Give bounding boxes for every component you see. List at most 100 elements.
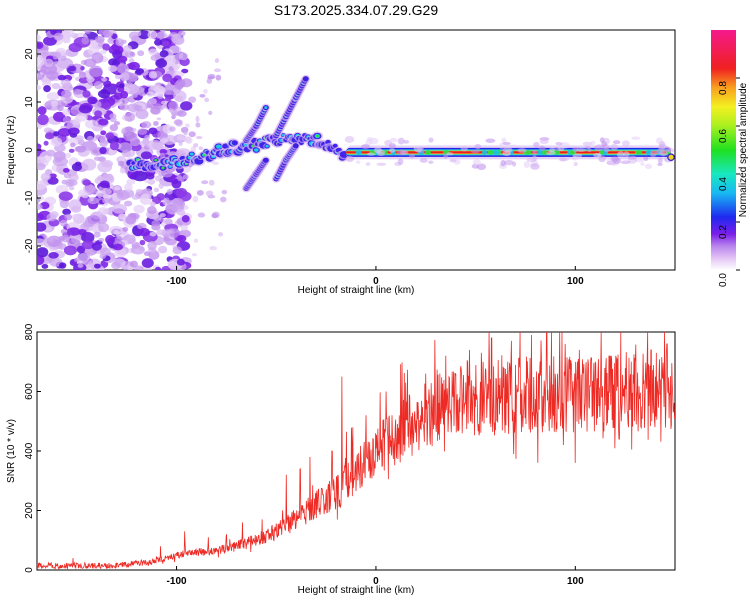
noise-blob (108, 148, 117, 156)
noise-blob (107, 65, 118, 72)
signal-core (231, 140, 238, 146)
noise-blob (118, 83, 125, 89)
noise-blob (148, 98, 157, 105)
noise-blob (215, 74, 222, 81)
steady-haze (555, 142, 563, 146)
noise-blob (46, 92, 60, 101)
noise-blob (102, 43, 110, 51)
spectrogram-marks (37, 30, 675, 270)
steady-haze (644, 163, 653, 170)
noise-blob (154, 266, 162, 270)
noise-blob (99, 139, 108, 148)
steady-haze (419, 157, 428, 163)
noise-blob (147, 30, 158, 40)
noise-blob (49, 257, 63, 267)
noise-blob (82, 90, 91, 98)
line-end-marker (667, 153, 675, 162)
steady-haze (655, 137, 663, 145)
noise-blob (97, 193, 102, 198)
noise-blob (180, 224, 188, 231)
noise-blob (70, 107, 80, 116)
steady-haze (428, 160, 434, 164)
noise-blob (75, 145, 87, 153)
noise-blob (62, 208, 72, 216)
colorbar-tick-label: 0.8 (718, 81, 729, 95)
noise-blob (118, 142, 133, 152)
steady-haze (587, 148, 592, 153)
steady-haze (572, 146, 579, 153)
noise-blob (37, 203, 43, 210)
noise-blob (109, 124, 119, 132)
noise-blob (137, 50, 145, 57)
steady-haze (601, 141, 607, 147)
noise-blob (58, 235, 66, 241)
noise-blob (72, 88, 82, 95)
noise-blob (64, 213, 73, 221)
noise-blob (180, 101, 193, 111)
noise-blob (68, 148, 75, 153)
steady-haze (502, 141, 511, 146)
noise-blob (203, 88, 208, 94)
noise-blob (214, 58, 220, 63)
noise-blob (86, 76, 95, 83)
noise-blob (152, 214, 162, 221)
steady-haze (643, 156, 649, 161)
noise-blob (94, 35, 105, 44)
signal-core (332, 143, 338, 148)
signal-peak (154, 158, 158, 162)
noise-blob (188, 96, 197, 103)
noise-blob (101, 159, 114, 168)
steady-haze (539, 139, 549, 145)
colorbar-tick-label: 0.0 (718, 273, 729, 287)
noise-blob (160, 30, 166, 33)
noise-blob (176, 174, 182, 182)
noise-blob (67, 179, 78, 187)
noise-blob (94, 81, 103, 90)
steady-haze (610, 143, 619, 151)
steady-haze (598, 155, 606, 163)
colorbar-gradient (711, 30, 736, 270)
noise-blob (83, 58, 97, 67)
noise-blob (50, 137, 63, 147)
noise-blob (105, 132, 115, 140)
signal-peak (315, 134, 319, 138)
noise-blob (161, 137, 169, 143)
noise-blob (62, 37, 71, 44)
noise-blob (166, 188, 173, 195)
noise-blob (40, 63, 58, 75)
noise-blob (182, 174, 189, 180)
noise-blob (181, 214, 190, 223)
noise-blob (178, 141, 183, 146)
y-tick-label: 600 (24, 383, 35, 400)
noise-blob (111, 262, 122, 270)
x-tick-label: 100 (567, 576, 584, 587)
noise-blob (93, 231, 101, 238)
steady-haze (576, 147, 586, 152)
steady-haze (403, 140, 410, 144)
noise-blob (124, 112, 136, 122)
y-tick-label: -20 (24, 238, 35, 253)
steady-haze (470, 149, 480, 154)
steady-speck (481, 150, 488, 155)
noise-blob (153, 187, 160, 193)
noise-blob (145, 172, 155, 180)
steady-haze (612, 140, 621, 145)
noise-blob (154, 103, 162, 110)
noise-blob (37, 34, 42, 42)
steady-haze (345, 155, 355, 162)
x-tick-label: 0 (373, 576, 379, 587)
steady-haze (397, 158, 404, 166)
noise-blob (59, 199, 70, 209)
noise-blob (57, 104, 64, 112)
noise-blob (61, 179, 68, 185)
noise-blob (197, 212, 206, 218)
spectrogram-x-label: Height of straight line (km) (298, 285, 415, 296)
noise-blob (149, 231, 157, 237)
noise-blob (43, 36, 57, 46)
noise-blob (52, 156, 69, 167)
noise-blob (221, 189, 228, 195)
steady-haze (366, 152, 376, 156)
noise-blob (115, 38, 124, 47)
noise-blob (153, 85, 165, 93)
